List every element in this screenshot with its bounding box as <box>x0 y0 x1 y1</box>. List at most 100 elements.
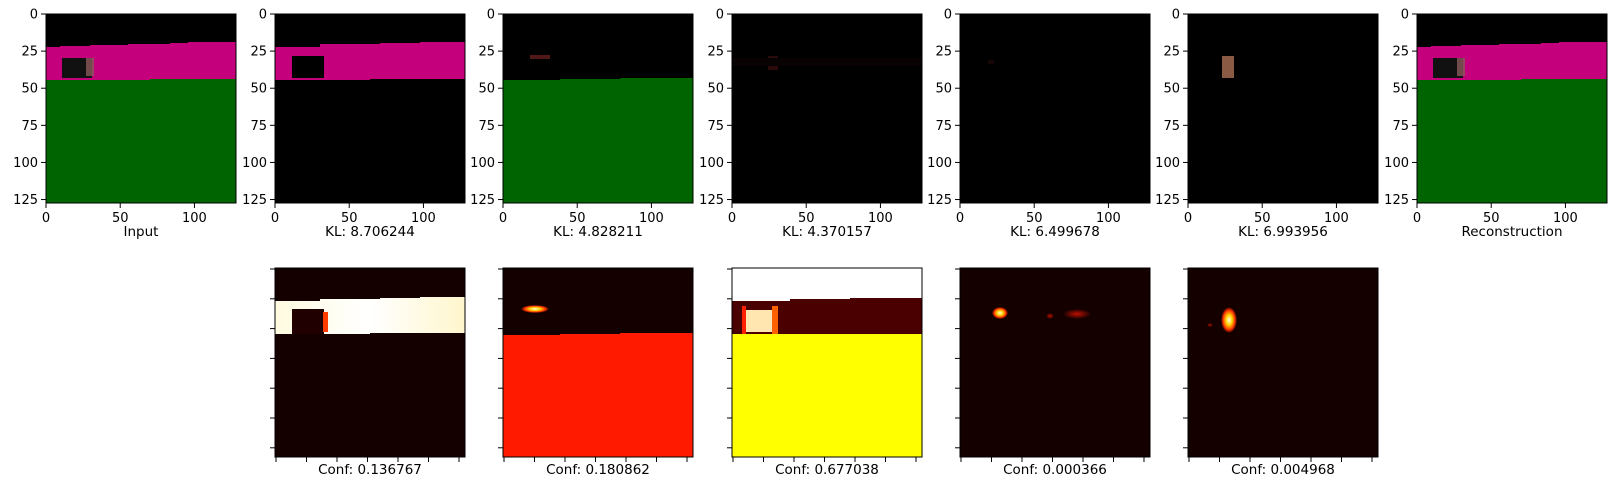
y-tick-label: 75 <box>935 119 952 134</box>
axes-7: 0 50 100 0 25 50 75 100 125 <box>1384 8 1608 226</box>
x-tick-label: 100 <box>182 211 207 226</box>
confidence-caption: Conf: 0.004968 <box>1231 462 1335 478</box>
axes-5: 0 50 100 0 25 50 75 100 125 <box>927 8 1151 226</box>
confidence-panel-1 <box>275 268 465 457</box>
component-panel-2 <box>503 14 693 203</box>
x-tick-label: 100 <box>411 211 436 226</box>
y-tick-label: 50 <box>1392 82 1409 97</box>
conf-axes-1 <box>270 267 466 462</box>
y-tick-label: 125 <box>1384 193 1409 208</box>
conf-axes-3 <box>727 267 923 462</box>
x-tick-label: 50 <box>341 211 358 226</box>
y-tick-label: 100 <box>13 156 38 171</box>
y-tick-label: 25 <box>935 45 952 60</box>
y-tick-label: 125 <box>470 193 495 208</box>
x-tick-label: 50 <box>798 211 815 226</box>
component-panel-3 <box>732 14 922 203</box>
reconstruction-panel <box>1417 14 1607 203</box>
y-tick-label: 125 <box>699 193 724 208</box>
y-tick-label: 0 <box>944 8 952 23</box>
y-tick-label: 0 <box>487 8 495 23</box>
axes-2: 0 50 100 0 25 50 75 100 125 <box>242 8 466 226</box>
y-tick-label: 75 <box>1163 119 1180 134</box>
x-tick-label: 100 <box>639 211 664 226</box>
panel-caption: KL: 4.370157 <box>782 224 872 240</box>
x-tick-label: 50 <box>1483 211 1500 226</box>
y-tick-label: 75 <box>707 119 724 134</box>
y-tick-label: 75 <box>1392 119 1409 134</box>
y-tick-label: 50 <box>707 82 724 97</box>
panel-caption: KL: 4.828211 <box>553 224 643 240</box>
conf-axes-5 <box>1183 267 1379 462</box>
confidence-panel-3 <box>732 268 922 457</box>
component-panel-5 <box>1188 14 1378 203</box>
y-tick-label: 25 <box>707 45 724 60</box>
x-tick-label: 100 <box>1553 211 1578 226</box>
y-tick-label: 125 <box>927 193 952 208</box>
x-tick-label: 0 <box>42 211 50 226</box>
y-tick-label: 125 <box>1155 193 1180 208</box>
confidence-caption: Conf: 0.000366 <box>1003 462 1107 478</box>
ground-confidence <box>503 333 693 457</box>
component-panel-4 <box>960 14 1150 203</box>
y-tick-label: 75 <box>21 119 38 134</box>
y-tick-label: 75 <box>478 119 495 134</box>
panel-caption: KL: 6.499678 <box>1010 224 1100 240</box>
panel-caption: KL: 6.993956 <box>1238 224 1328 240</box>
x-tick-label: 0 <box>271 211 279 226</box>
y-tick-label: 50 <box>478 82 495 97</box>
y-tick-label: 0 <box>1401 8 1409 23</box>
car-object <box>62 58 92 78</box>
y-tick-label: 0 <box>30 8 38 23</box>
y-tick-label: 75 <box>250 119 267 134</box>
x-tick-label: 50 <box>112 211 129 226</box>
y-tick-label: 100 <box>1155 156 1180 171</box>
x-tick-label: 0 <box>956 211 964 226</box>
y-tick-label: 25 <box>1163 45 1180 60</box>
car-object <box>292 56 324 78</box>
confidence-caption: Conf: 0.136767 <box>318 462 422 478</box>
x-tick-label: 100 <box>1096 211 1121 226</box>
y-tick-label: 0 <box>716 8 724 23</box>
panel-caption: Input <box>124 224 159 240</box>
y-tick-label: 25 <box>1392 45 1409 60</box>
x-tick-label: 0 <box>1184 211 1192 226</box>
axes-1: 0 50 100 0 25 50 75 100 125 <box>13 8 237 226</box>
x-tick-label: 0 <box>728 211 736 226</box>
y-tick-label: 100 <box>470 156 495 171</box>
x-tick-label: 50 <box>1254 211 1271 226</box>
panel-caption: KL: 8.706244 <box>325 224 415 240</box>
y-tick-label: 100 <box>242 156 267 171</box>
x-tick-label: 100 <box>868 211 893 226</box>
ground-region <box>46 79 236 203</box>
y-tick-label: 25 <box>250 45 267 60</box>
y-tick-label: 0 <box>1172 8 1180 23</box>
y-tick-label: 100 <box>927 156 952 171</box>
y-tick-label: 0 <box>259 8 267 23</box>
car-highlight <box>86 58 94 76</box>
axes-4: 0 50 100 0 25 50 75 100 125 <box>699 8 923 226</box>
component-panel-1 <box>275 14 465 203</box>
axes-3: 0 50 100 0 25 50 75 100 125 <box>470 8 694 226</box>
x-tick-label: 0 <box>499 211 507 226</box>
x-tick-label: 50 <box>569 211 586 226</box>
confidence-panel-4 <box>960 268 1150 457</box>
y-tick-label: 50 <box>935 82 952 97</box>
confidence-caption: Conf: 0.180862 <box>546 462 650 478</box>
y-tick-label: 125 <box>13 193 38 208</box>
confidence-panel-5 <box>1188 268 1378 457</box>
confidence-caption: Conf: 0.677038 <box>775 462 879 478</box>
y-tick-label: 25 <box>478 45 495 60</box>
car-object <box>1222 56 1234 78</box>
x-tick-label: 100 <box>1324 211 1349 226</box>
y-tick-label: 25 <box>21 45 38 60</box>
confidence-panel-2 <box>503 268 693 457</box>
conf-axes-2 <box>498 267 694 462</box>
y-tick-label: 50 <box>21 82 38 97</box>
input-panel <box>46 14 236 203</box>
y-tick-label: 125 <box>242 193 267 208</box>
y-tick-label: 100 <box>1384 156 1409 171</box>
panel-caption: Reconstruction <box>1461 224 1562 240</box>
x-tick-label: 50 <box>1026 211 1043 226</box>
